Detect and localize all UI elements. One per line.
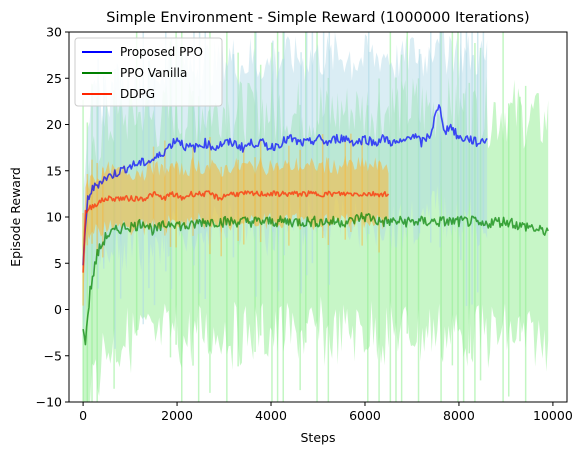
x-tick-label: 8000 (443, 408, 475, 423)
legend: Proposed PPO PPO Vanilla DDPG (74, 37, 223, 107)
x-axis: 0 2000 4000 6000 8000 10000 (79, 402, 573, 423)
x-tick-label: 0 (79, 408, 87, 423)
y-axis-label: Episode Reward (8, 167, 23, 267)
y-axis: −10 −5 0 5 10 15 20 25 30 (36, 25, 69, 410)
y-tick-label: 30 (46, 25, 62, 40)
legend-label-ppo-vanilla: PPO Vanilla (120, 66, 187, 80)
line-ddpg (82, 190, 390, 273)
chart-title: Simple Environment - Simple Reward (1000… (106, 10, 529, 26)
x-tick-label: 6000 (349, 408, 381, 423)
legend-label-proposed-ppo: Proposed PPO (120, 45, 203, 59)
line-ppo-vanilla (82, 212, 549, 346)
y-tick-label: −10 (36, 395, 62, 410)
line-proposed-ppo (82, 104, 488, 266)
legend-frame (74, 37, 223, 107)
x-tick-label: 2000 (161, 408, 193, 423)
y-tick-label: 10 (46, 210, 62, 225)
series-lines (82, 104, 549, 346)
legend-label-ddpg: DDPG (120, 87, 155, 101)
y-tick-label: 5 (54, 256, 62, 271)
y-tick-label: −5 (44, 348, 62, 363)
x-axis-label: Steps (301, 430, 336, 445)
x-tick-label: 10000 (533, 408, 573, 423)
y-tick-label: 15 (46, 163, 62, 178)
y-tick-label: 0 (54, 302, 62, 317)
y-tick-label: 20 (46, 117, 62, 132)
x-tick-label: 4000 (255, 408, 287, 423)
y-tick-label: 25 (46, 71, 62, 86)
